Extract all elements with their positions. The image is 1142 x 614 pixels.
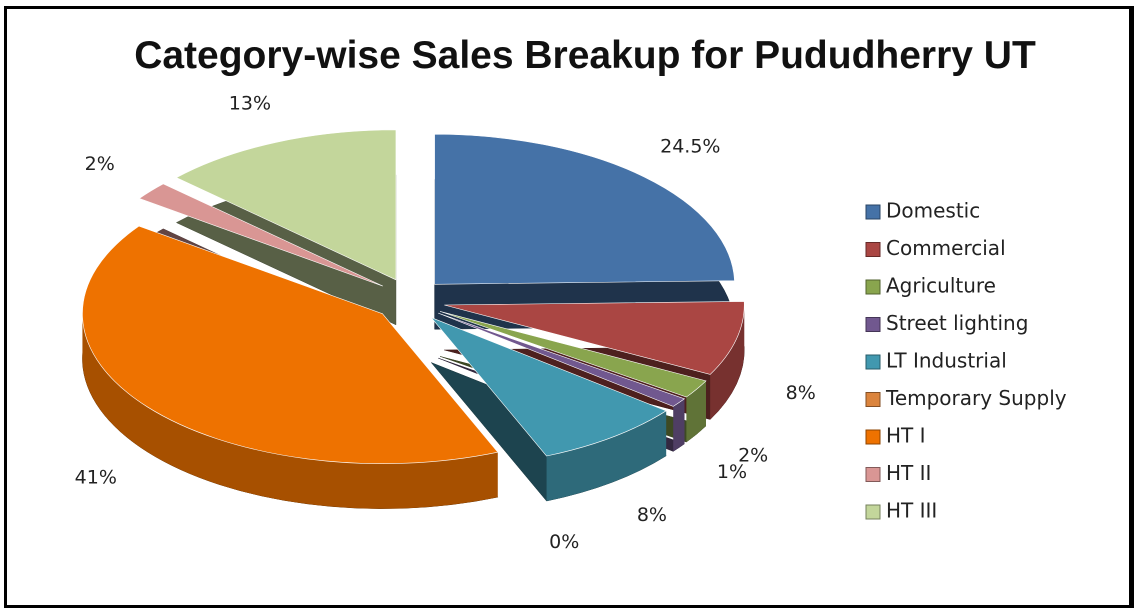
legend-label: HT III — [886, 499, 937, 523]
data-label: 13% — [229, 92, 271, 114]
data-label: 8% — [786, 382, 816, 404]
pie-slice — [444, 301, 745, 375]
slice-side — [546, 410, 667, 502]
legend-swatch — [865, 317, 881, 332]
pie-top — [82, 129, 745, 464]
legend-label: HT I — [886, 424, 926, 448]
data-label: 24.5% — [660, 135, 720, 157]
pie-slice — [440, 311, 707, 398]
legend-swatch — [865, 429, 881, 445]
slice-side — [686, 380, 706, 443]
pie-slice — [82, 225, 499, 464]
legend-swatch — [865, 242, 881, 257]
data-label: 1% — [717, 461, 747, 483]
pie-slice — [438, 312, 686, 407]
data-label: 41% — [75, 467, 117, 489]
data-label: 0% — [549, 531, 579, 553]
legend-swatch — [865, 392, 881, 407]
legend-label: Commercial — [886, 236, 1006, 260]
data-label: 8% — [637, 504, 667, 526]
pie-slice — [434, 133, 735, 285]
legend-swatch — [865, 354, 881, 370]
legend-swatch — [865, 279, 881, 295]
pie-slice — [138, 183, 383, 287]
legend-label: LT Industrial — [886, 349, 1007, 373]
data-label: 2% — [85, 153, 115, 175]
legend-label: Street lighting — [886, 311, 1028, 335]
slice-side — [710, 304, 745, 420]
pie-slice — [430, 317, 667, 457]
slice-side — [673, 398, 685, 452]
legend-swatch — [865, 504, 881, 520]
chart-title: Category-wise Sales Breakup for Pududher… — [134, 34, 1036, 77]
legend-label: HT II — [886, 461, 931, 485]
legend-label: Temporary Supply — [885, 386, 1067, 410]
slice-side — [82, 313, 498, 509]
data-label: 2% — [738, 444, 768, 466]
legend-label: Domestic — [886, 199, 980, 223]
pie-slice — [175, 129, 397, 281]
legend-label: Agriculture — [886, 274, 996, 298]
legend-swatch — [865, 204, 881, 220]
legend-swatch — [865, 467, 881, 482]
